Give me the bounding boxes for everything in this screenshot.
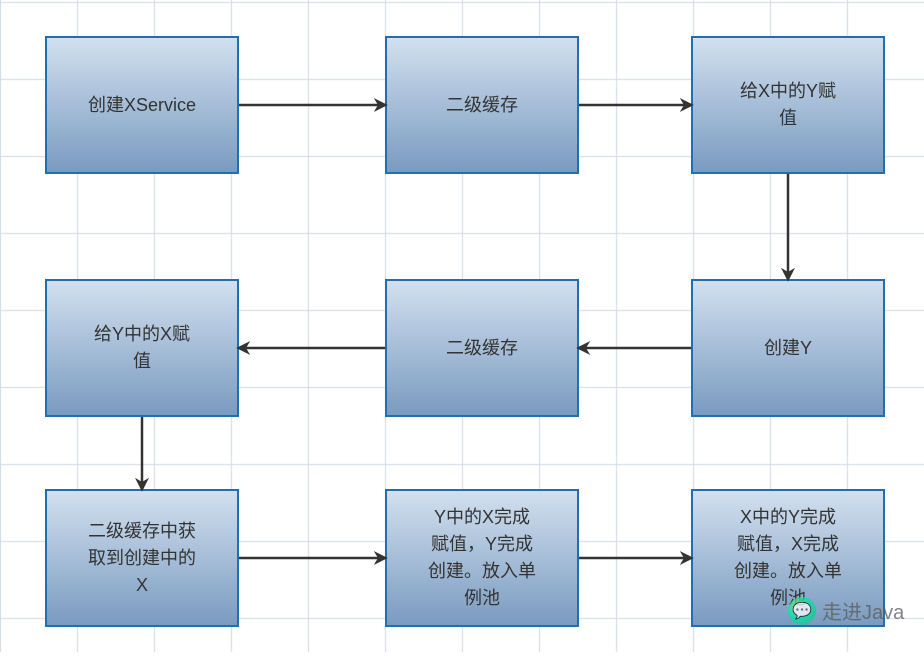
flowchart-node-label: 创建XService [88, 92, 196, 119]
flowchart-node-label: 给Y中的X赋 值 [94, 321, 190, 375]
flowchart-node: 给X中的Y赋 值 [691, 36, 885, 174]
wechat-icon: 💬 [788, 597, 816, 625]
flowchart-node: 二级缓存 [385, 36, 579, 174]
flowchart-node: 给Y中的X赋 值 [45, 279, 239, 417]
flowchart-node-label: 创建Y [764, 335, 812, 362]
flowchart-node-label: 给X中的Y赋 值 [740, 78, 836, 132]
flowchart-node: 二级缓存 [385, 279, 579, 417]
flowchart-node-label: Y中的X完成 赋值，Y完成 创建。放入单 例池 [428, 504, 536, 612]
flowchart-node-label: 二级缓存 [446, 92, 518, 119]
flowchart-node: 创建Y [691, 279, 885, 417]
flowchart-node: Y中的X完成 赋值，Y完成 创建。放入单 例池 [385, 489, 579, 627]
flowchart-node-label: 二级缓存中获 取到创建中的 X [88, 518, 196, 599]
flowchart-node: 创建XService [45, 36, 239, 174]
flowchart-node: 二级缓存中获 取到创建中的 X [45, 489, 239, 627]
wechat-icon-glyph: 💬 [792, 601, 812, 621]
watermark: 💬 走进Java [788, 596, 904, 625]
watermark-text: 走进Java [822, 596, 904, 625]
flowchart-node-label: 二级缓存 [446, 335, 518, 362]
